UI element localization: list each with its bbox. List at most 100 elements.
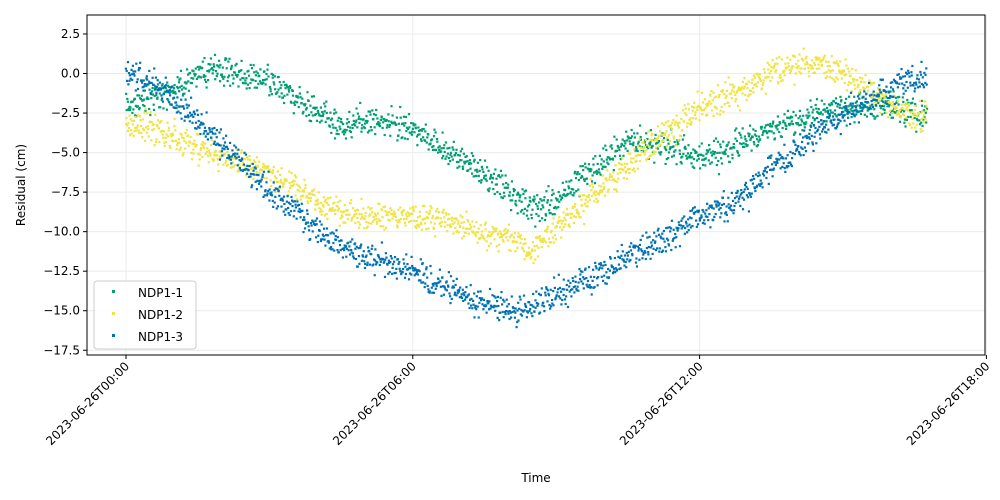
data-point [562, 211, 565, 214]
data-point [333, 201, 336, 204]
data-point [628, 167, 631, 171]
data-point [301, 112, 304, 115]
data-point [390, 120, 393, 123]
data-point [424, 217, 427, 220]
data-point [385, 118, 388, 122]
data-point [154, 88, 158, 91]
data-point [874, 104, 877, 107]
data-point [224, 145, 227, 149]
data-point [594, 190, 597, 193]
data-point [576, 285, 579, 288]
data-point [427, 133, 430, 136]
data-point [415, 226, 418, 229]
data-point [665, 227, 668, 230]
data-point [790, 120, 793, 123]
data-point [796, 122, 799, 125]
data-point [550, 241, 553, 244]
data-point [726, 143, 729, 146]
data-point [178, 142, 181, 145]
data-point [416, 273, 419, 276]
data-point [167, 126, 170, 129]
data-point [710, 204, 713, 207]
data-point [281, 185, 284, 188]
data-point [780, 58, 784, 61]
data-point [899, 116, 902, 119]
data-point [923, 71, 926, 74]
data-point [401, 122, 404, 125]
data-point [793, 55, 796, 58]
data-point [734, 137, 737, 140]
data-point [411, 205, 414, 209]
data-point [672, 119, 675, 122]
data-point [325, 227, 329, 230]
data-point [488, 187, 491, 190]
data-point [626, 254, 629, 257]
data-point [213, 65, 216, 68]
data-point [519, 210, 522, 213]
data-point [681, 129, 684, 132]
data-point [187, 89, 190, 92]
data-point [671, 122, 674, 125]
data-point [622, 154, 625, 157]
data-point [331, 207, 334, 210]
data-point [669, 124, 673, 127]
data-point [207, 79, 210, 82]
data-point [754, 173, 758, 176]
data-point [742, 142, 745, 145]
data-point [512, 240, 515, 243]
data-point [150, 81, 153, 84]
data-point [309, 196, 312, 200]
data-point [591, 183, 594, 186]
data-point [447, 213, 450, 216]
data-point [818, 133, 821, 136]
data-point [213, 126, 216, 130]
data-point [870, 93, 873, 96]
data-point [823, 108, 826, 111]
data-point [236, 155, 239, 158]
data-point [381, 216, 384, 219]
data-point [274, 195, 277, 198]
data-point [388, 271, 391, 274]
data-point [916, 113, 919, 116]
data-point [260, 168, 263, 171]
data-point [304, 108, 308, 111]
data-point [566, 192, 570, 196]
data-point [524, 302, 527, 306]
data-point [413, 131, 416, 134]
data-point [585, 177, 588, 180]
data-point [880, 91, 883, 94]
data-point [268, 168, 271, 171]
data-point [490, 173, 493, 177]
data-point [320, 238, 323, 241]
data-point [711, 99, 714, 102]
data-point [918, 99, 921, 103]
data-point [533, 198, 536, 201]
data-point [146, 125, 149, 128]
data-point [803, 146, 806, 149]
data-point [637, 142, 640, 145]
data-point [594, 155, 597, 158]
data-point [596, 162, 599, 165]
data-point [761, 133, 764, 136]
data-point [762, 79, 765, 82]
data-point [869, 96, 872, 99]
data-point [633, 170, 636, 173]
data-point [134, 89, 137, 92]
data-point [187, 104, 190, 107]
legend-marker-ndp1-2 [112, 312, 115, 315]
data-point [245, 87, 248, 90]
data-point [280, 205, 283, 208]
data-point [645, 132, 648, 135]
data-point [365, 254, 368, 257]
data-point [692, 158, 695, 161]
data-point [456, 166, 459, 169]
data-point [514, 311, 517, 314]
y-tick-label: −17.5 [43, 343, 80, 357]
data-point [424, 123, 427, 126]
data-point [816, 58, 819, 61]
data-point [230, 66, 233, 69]
data-point [791, 157, 794, 160]
data-point [406, 215, 409, 218]
data-point [469, 227, 472, 231]
data-point [430, 207, 433, 210]
